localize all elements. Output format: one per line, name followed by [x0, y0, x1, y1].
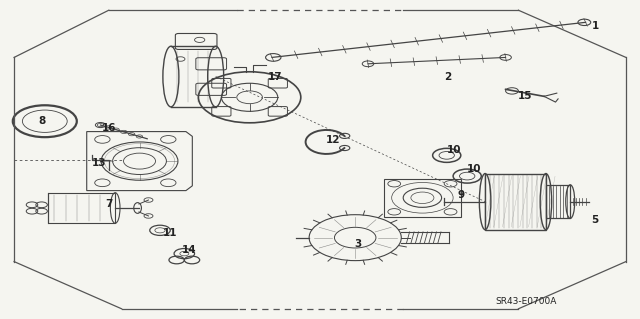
Text: 17: 17 [268, 71, 282, 82]
Text: 5: 5 [591, 215, 599, 225]
Text: 2: 2 [444, 71, 452, 82]
Text: 8: 8 [38, 116, 45, 126]
Text: 12: 12 [326, 135, 340, 145]
Text: SR43-E0700A: SR43-E0700A [495, 297, 557, 306]
Text: 15: 15 [518, 91, 532, 101]
Text: 16: 16 [102, 122, 116, 133]
Text: 7: 7 [105, 199, 113, 209]
Text: 14: 14 [182, 245, 196, 256]
Text: 10: 10 [447, 145, 461, 155]
Text: 13: 13 [92, 158, 106, 168]
Text: 9: 9 [457, 189, 465, 200]
Bar [485, 174, 546, 230]
Text: 1: 1 [591, 20, 599, 31]
Text: 10: 10 [467, 164, 481, 174]
Text: 3: 3 [355, 239, 362, 249]
Bar [546, 185, 570, 219]
Bar [48, 193, 115, 223]
Text: 11: 11 [163, 228, 177, 238]
